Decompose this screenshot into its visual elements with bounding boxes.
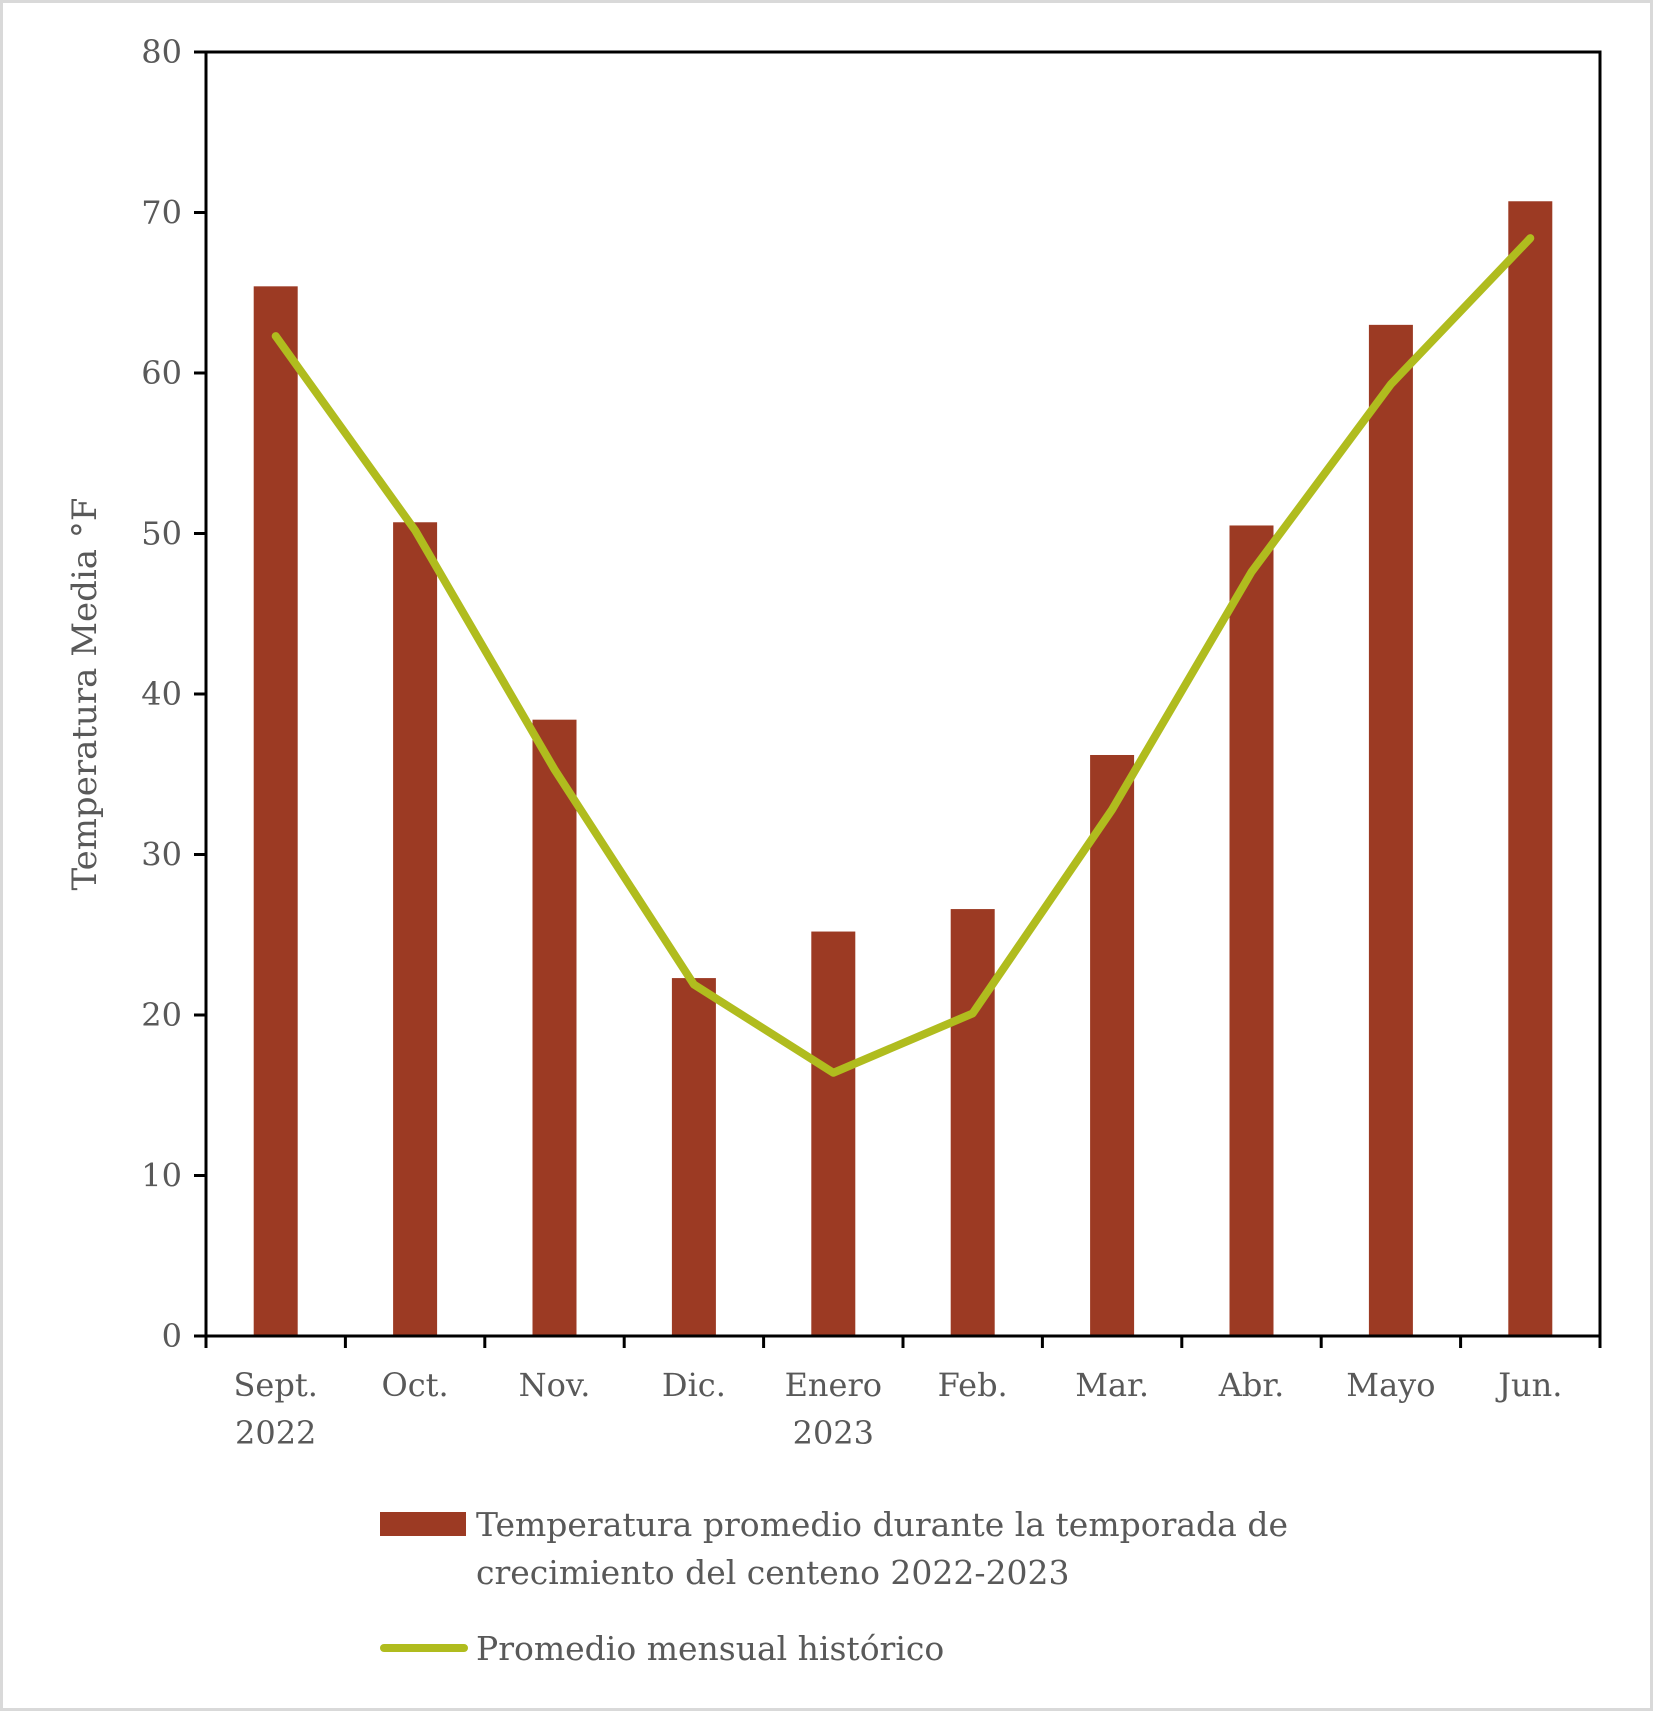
x-tick-label: Sept. — [234, 1366, 318, 1404]
y-tick-label: 20 — [141, 996, 182, 1034]
x-tick-label: 2023 — [793, 1414, 874, 1452]
x-tick-label: Feb. — [938, 1366, 1008, 1404]
y-tick-label: 60 — [141, 354, 182, 392]
bars-layer — [253, 201, 1553, 1337]
x-tick-label: Mayo — [1346, 1366, 1435, 1404]
legend: Temperatura promedio durante la temporad… — [380, 1505, 1288, 1668]
axes-layer — [194, 50, 1602, 1348]
bar — [393, 522, 438, 1336]
x-tick-label: Mar. — [1075, 1366, 1149, 1404]
y-tick-label: 70 — [141, 194, 182, 232]
y-tick-label: 80 — [141, 33, 182, 71]
y-tick-label: 40 — [141, 675, 182, 713]
bar — [811, 931, 856, 1336]
legend-label-bar: crecimiento del centeno 2022-2023 — [476, 1553, 1070, 1592]
bar — [950, 909, 995, 1336]
bar — [1229, 525, 1274, 1336]
y-tick-label: 10 — [141, 1157, 182, 1195]
legend-swatch-bar — [380, 1512, 466, 1536]
legend-label-line: Promedio mensual histórico — [476, 1629, 944, 1668]
x-tick-label: Dic. — [662, 1366, 726, 1404]
bar — [1508, 201, 1553, 1336]
legend-label-bar: Temperatura promedio durante la temporad… — [476, 1505, 1288, 1544]
x-tick-label: Enero — [785, 1366, 882, 1404]
y-tick-label: 30 — [141, 836, 182, 874]
bar — [671, 978, 716, 1336]
x-tick-label: Oct. — [382, 1366, 449, 1404]
bar — [532, 719, 577, 1336]
x-tick-label: Nov. — [519, 1366, 591, 1404]
x-tick-label: Abr. — [1218, 1366, 1285, 1404]
labels-layer: 0 10 20 30 40 50 60 70 80 Sept. 2022 Oct. Nov. Dic. En… — [141, 33, 1562, 1452]
y-tick-label: 50 — [141, 515, 182, 553]
y-tick-label: 0 — [162, 1317, 182, 1355]
bar — [1368, 324, 1413, 1337]
x-tick-label: Jun. — [1495, 1366, 1562, 1404]
line-series-historico — [271, 234, 1535, 1077]
y-axis-title: Temperatura Media °F — [65, 498, 105, 891]
line-layer — [271, 234, 1535, 1077]
x-tick-label: 2022 — [235, 1414, 316, 1452]
bar — [253, 286, 298, 1337]
bar — [1090, 754, 1135, 1336]
